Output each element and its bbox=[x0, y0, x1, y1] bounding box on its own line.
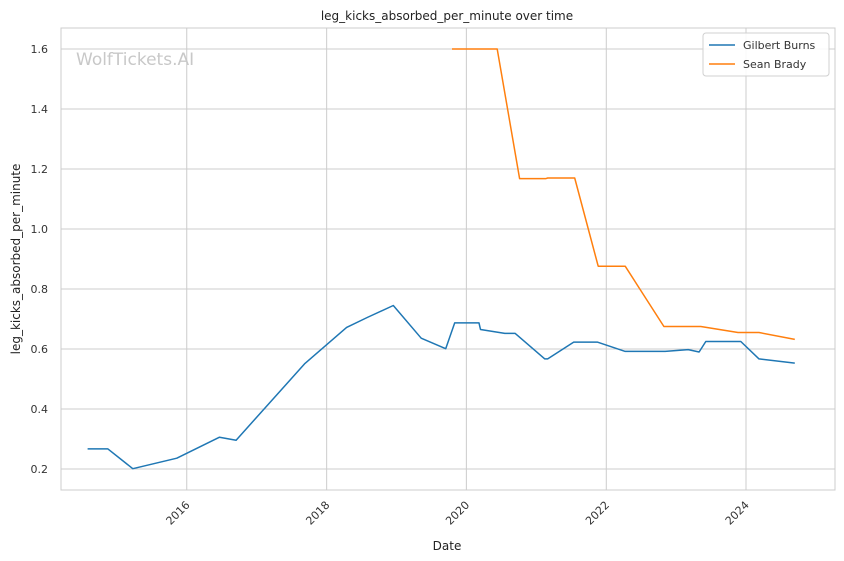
y-tick-label: 1.6 bbox=[31, 43, 49, 56]
y-tick-label: 1.4 bbox=[31, 103, 49, 116]
legend-label-sean-brady: Sean Brady bbox=[743, 58, 807, 71]
y-tick-label: 0.2 bbox=[31, 463, 49, 476]
series-line-gilbert-burns bbox=[87, 304, 795, 470]
legend: Gilbert Burns Sean Brady bbox=[702, 32, 830, 77]
y-tick-label: 1.2 bbox=[31, 163, 49, 176]
watermark-text: WolfTickets.AI bbox=[76, 50, 194, 70]
y-tick-label: 0.6 bbox=[31, 343, 49, 356]
chart-title: leg_kicks_absorbed_per_minute over time bbox=[321, 9, 573, 23]
series-lines bbox=[87, 48, 795, 470]
plot-frame bbox=[60, 27, 836, 491]
y-tick-label: 0.4 bbox=[31, 403, 49, 416]
legend-box bbox=[702, 32, 830, 77]
series-line-sean-brady bbox=[452, 48, 795, 341]
y-tick-label: 1.0 bbox=[31, 223, 49, 236]
x-axis-label: Date bbox=[433, 539, 462, 553]
y-axis-ticks: 0.2 0.4 0.6 0.8 1.0 1.2 1.4 1.6 bbox=[31, 43, 49, 476]
legend-label-gilbert-burns: Gilbert Burns bbox=[743, 39, 816, 52]
y-axis-label: leg_kicks_absorbed_per_minute bbox=[9, 164, 23, 355]
y-tick-label: 0.8 bbox=[31, 283, 49, 296]
